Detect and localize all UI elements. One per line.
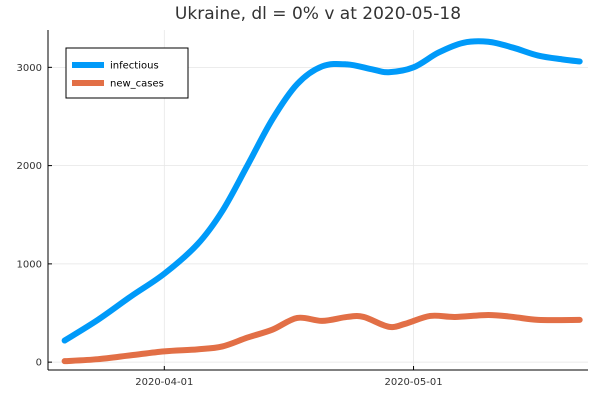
x-tick-label: 2020-05-01	[384, 377, 442, 388]
legend-label: new_cases	[110, 79, 164, 90]
series-lines	[61, 38, 583, 365]
series-line-new-cases	[61, 311, 583, 365]
y-tick-label: 1000	[17, 259, 42, 270]
legend-label: infectious	[110, 61, 159, 72]
y-tick-label: 2000	[17, 161, 42, 172]
y-tick-label: 3000	[17, 63, 42, 74]
legend-box	[65, 47, 189, 99]
axes: 0 1000 2000 3000 2020-04-01 2020-05-01	[17, 30, 588, 388]
x-tick-label: 2020-04-01	[135, 377, 193, 388]
chart-title: Ukraine, dl = 0% v at 2020-05-18	[175, 4, 461, 24]
y-tick-label: 0	[36, 358, 42, 369]
series-line-infectious	[61, 38, 583, 344]
legend: infectious new_cases	[65, 47, 189, 99]
